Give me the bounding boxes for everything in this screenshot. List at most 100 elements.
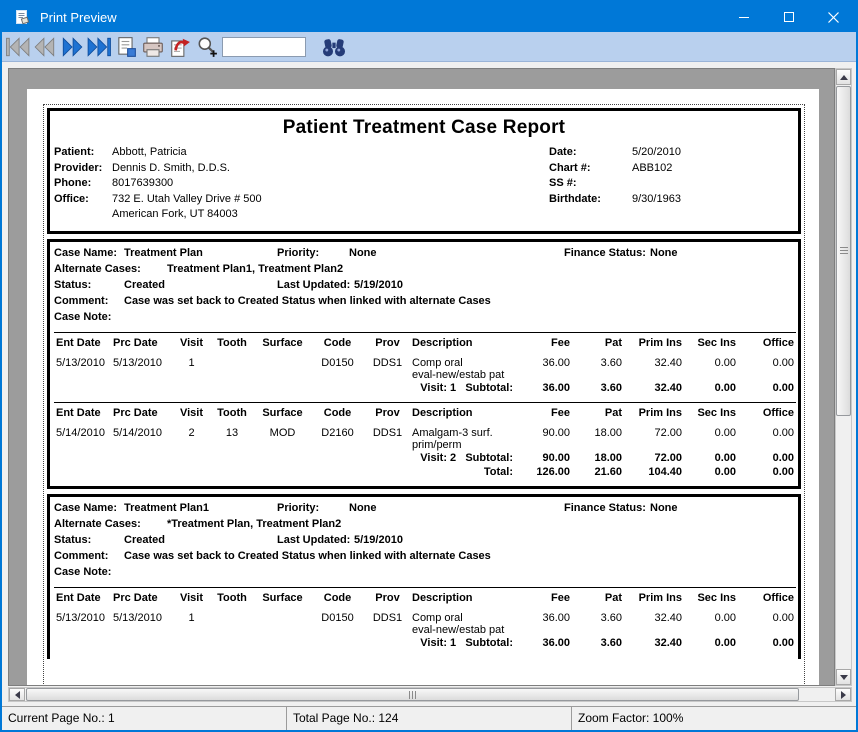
page-setup-button[interactable] <box>112 33 139 61</box>
finance-status-label: Finance Status: <box>564 501 646 514</box>
horizontal-scrollbar[interactable] <box>8 687 852 702</box>
cell-description: Amalgam-3 surf. prim/perm <box>410 421 515 452</box>
cell-tooth <box>209 606 255 637</box>
total-office: 0.00 <box>772 465 794 478</box>
cell-ent-date: 5/13/2010 <box>56 356 105 369</box>
cell-fee: 36.00 <box>542 611 570 624</box>
vertical-scrollbar[interactable] <box>835 68 852 686</box>
print-button[interactable] <box>139 33 166 61</box>
next-page-button[interactable] <box>58 33 85 61</box>
office-line1: 732 E. Utah Valley Drive # 500 <box>112 192 262 205</box>
cell-surface <box>255 606 310 637</box>
chart-label: Chart #: <box>549 161 591 174</box>
search-input[interactable] <box>222 36 306 57</box>
case-name-value: Treatment Plan1 <box>124 501 209 514</box>
col-prov: Prov <box>375 406 400 419</box>
status-value: Created <box>124 533 165 546</box>
subtotal-label: Visit: 2 Subtotal: <box>420 451 513 464</box>
binoculars-icon <box>322 38 345 56</box>
case-name-label: Case Name: <box>54 501 117 514</box>
preview-viewport[interactable]: Patient Treatment Case Report Patient: Ab… <box>8 68 835 686</box>
horizontal-scroll-thumb[interactable] <box>26 688 799 701</box>
scroll-down-button[interactable] <box>836 669 851 685</box>
first-page-icon <box>5 36 29 57</box>
arrow-down-icon <box>839 674 848 680</box>
minimize-button[interactable] <box>721 2 766 32</box>
col-prov: Prov <box>375 591 400 604</box>
find-button[interactable] <box>320 33 347 61</box>
col-pat: Pat <box>604 336 622 349</box>
status-value: Created <box>124 278 165 291</box>
cell-prim-ins: 72.00 <box>654 426 682 439</box>
title-bar: Print Preview <box>2 2 856 32</box>
vertical-scroll-thumb[interactable] <box>836 86 851 416</box>
subtotal-row: Visit: 1 Subtotal: 36.00 3.60 32.40 0.00 0.00 <box>54 637 796 651</box>
patient-info-left: Patient: Abbott, Patricia Provider: Dennis… <box>54 145 549 223</box>
birthdate-value: 9/30/1963 <box>632 192 681 205</box>
close-icon <box>828 11 839 23</box>
patient-value: Abbott, Patricia <box>112 146 187 158</box>
last-updated-label: Last Updated: <box>277 278 351 291</box>
case-name-label: Case Name: <box>54 246 117 259</box>
col-sec-ins: Sec Ins <box>697 591 736 604</box>
col-visit: Visit <box>179 336 204 349</box>
arrow-left-icon <box>14 690 20 699</box>
subtotal-pat: 18.00 <box>594 451 622 464</box>
birthdate-label: Birthdate: <box>549 192 601 205</box>
procedure-table-visit1: Ent Date Prc Date Visit Tooth Surface Code Pro… <box>54 331 796 396</box>
cell-code: D0150 <box>321 356 354 369</box>
comment-label: Comment: <box>54 295 109 308</box>
ss-label: SS #: <box>549 177 577 189</box>
next-page-icon <box>62 36 82 57</box>
col-prov: Prov <box>375 336 400 349</box>
procedure-row: 5/14/2010 5/14/2010 2 13 MOD D2160 DDS1 Amalgam… <box>54 421 796 452</box>
last-page-button[interactable] <box>85 33 112 61</box>
subtotal-sec-ins: 0.00 <box>714 381 736 394</box>
scroll-right-button[interactable] <box>835 688 851 701</box>
phone-label: Phone: <box>54 177 92 189</box>
scroll-left-button[interactable] <box>9 688 25 701</box>
cell-visit: 2 <box>188 426 195 439</box>
case-note-label: Case Note: <box>54 311 112 324</box>
col-surface: Surface <box>262 406 303 419</box>
cell-visit: 1 <box>188 356 195 369</box>
col-visit: Visit <box>179 591 204 604</box>
office-line2: American Fork, UT 84003 <box>112 208 238 220</box>
cell-surface: MOD <box>269 426 296 439</box>
first-page-button[interactable] <box>4 33 31 61</box>
cell-tooth <box>209 351 255 382</box>
alternate-cases-value: Treatment Plan1, Treatment Plan2 <box>167 262 344 275</box>
col-office: Office <box>762 336 794 349</box>
priority-label: Priority: <box>277 501 320 514</box>
cell-tooth: 13 <box>225 426 239 439</box>
procedure-table-visit1: Ent Date Prc Date Visit Tooth Surface Code Pro… <box>54 586 796 651</box>
cell-sec-ins: 0.00 <box>714 356 736 369</box>
subtotal-pat: 3.60 <box>600 636 622 649</box>
col-tooth: Tooth <box>217 406 247 419</box>
previous-page-button[interactable] <box>31 33 58 61</box>
cell-visit: 1 <box>188 611 195 624</box>
priority-label: Priority: <box>277 246 320 259</box>
case-section-1: Case Name: Treatment Plan Priority: None Fin… <box>47 238 801 489</box>
total-label: Total: <box>483 465 513 478</box>
last-page-icon <box>87 36 111 57</box>
col-prc-date: Prc Date <box>113 406 158 419</box>
scroll-grip <box>839 247 848 255</box>
close-button[interactable] <box>811 2 856 32</box>
comment-label: Comment: <box>54 550 109 563</box>
subtotal-row: Visit: 2 Subtotal: 90.00 18.00 72.00 0.00 0.0… <box>54 452 796 466</box>
cell-prov: DDS1 <box>372 611 403 624</box>
scroll-up-button[interactable] <box>836 69 851 85</box>
export-button[interactable] <box>166 33 193 61</box>
maximize-button[interactable] <box>766 2 811 32</box>
last-updated-label: Last Updated: <box>277 533 351 546</box>
table-header-row: Ent Date Prc Date Visit Tooth Surface Code Pro… <box>54 332 796 351</box>
cell-prc-date: 5/13/2010 <box>113 356 162 369</box>
cell-sec-ins: 0.00 <box>714 426 736 439</box>
chart-value: ABB102 <box>632 161 673 174</box>
zoom-button[interactable] <box>193 33 220 61</box>
subtotal-label: Visit: 1 Subtotal: <box>420 381 513 394</box>
maximize-icon <box>783 12 794 22</box>
alternate-cases-label: Alternate Cases: <box>54 262 141 275</box>
